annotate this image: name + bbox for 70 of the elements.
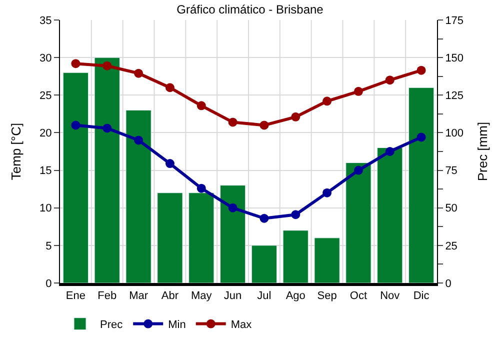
bar [314,238,340,283]
y2-tick-label: 125 [445,90,464,102]
y-tick-label: 25 [40,90,52,102]
y2-axis-title: Prec [mm] [475,122,490,182]
y-axis-title: Temp [°C] [8,122,24,180]
point [354,166,363,175]
point [102,124,112,133]
legend-label: Max [230,319,252,332]
bar [408,87,434,283]
bar [126,110,152,283]
point [134,136,144,145]
x-tick-label: May [190,290,212,302]
y2-tick-label: 150 [445,52,464,64]
y-tick-label: 10 [40,202,52,215]
bar [157,192,183,283]
y-tick-label: 35 [40,14,52,27]
point [416,132,426,142]
x-tick-label: Ene [66,290,86,302]
point [260,120,269,130]
x-tick-label: Abr [161,290,179,302]
point [291,112,300,122]
legend-label: Prec [100,319,124,332]
bar [188,192,214,283]
bar [346,162,372,283]
point [416,66,426,75]
y-tick-label: 30 [40,52,52,64]
point [385,76,394,85]
y-tick-label: 15 [40,165,52,178]
point [71,120,80,130]
point [385,147,394,156]
bar [377,147,403,283]
x-tick-label: Dic [413,290,430,302]
bar [220,185,246,283]
legend-label: Min [168,319,186,332]
point [291,210,300,220]
x-tick-label: Sep [317,290,337,302]
y2-tick-label: 75 [445,165,458,178]
point [196,101,206,110]
x-tick-label: Ago [286,290,306,302]
y2-tick-label: 100 [445,128,464,140]
point [71,59,80,68]
bar [251,245,278,283]
y-tick-label: 5 [46,240,52,252]
x-tick-label: Jul [257,290,272,302]
y2-tick-label: 175 [445,14,464,27]
y2-tick-label: 0 [445,278,452,290]
point [354,86,363,96]
y2-tick-label: 50 [445,202,458,215]
point [322,188,332,198]
point [102,61,112,70]
point [165,83,174,92]
point [260,214,269,223]
y2-tick-label: 25 [445,240,458,252]
x-tick-label: Mar [129,290,148,302]
point [165,159,174,168]
point [134,68,144,78]
x-tick-label: Nov [380,290,400,302]
chart-title: Gráfico climático - Brisbane [176,2,324,17]
point [228,203,238,212]
y-tick-label: 0 [46,278,52,290]
bar [62,72,89,283]
bar [282,230,308,283]
x-tick-label: Oct [350,290,368,302]
bar [94,57,120,283]
y-tick-label: 20 [40,128,52,140]
point [196,184,206,193]
point [228,118,238,127]
x-tick-label: Feb [98,290,117,302]
point [322,96,332,106]
x-tick-label: Jun [224,290,242,302]
